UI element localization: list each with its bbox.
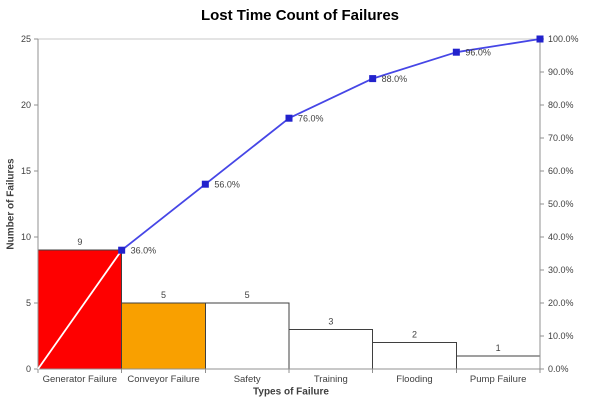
bar-flooding (372, 342, 457, 370)
right-axis-tick-label: 30.0% (548, 265, 574, 275)
bar-training (288, 328, 374, 370)
right-axis-tick-label: 50.0% (548, 199, 574, 209)
left-axis-tick-label: 15 (21, 166, 31, 176)
cumulative-line-first-segment (37, 249, 123, 370)
line-marker (118, 246, 126, 254)
category-label: Generator Failure (43, 374, 117, 385)
category-label: Pump Failure (470, 374, 527, 385)
line-marker (452, 48, 460, 56)
bar-value-label: 3 (328, 316, 333, 326)
right-axis-tick-label: 70.0% (548, 133, 574, 143)
left-axis-tick-label: 0 (26, 364, 31, 374)
category-label: Conveyor Failure (127, 374, 199, 385)
category-label: Training (314, 374, 348, 385)
left-axis-tick-label: 10 (21, 232, 31, 242)
left-axis-tick-label: 25 (21, 34, 31, 44)
bar-value-label: 9 (77, 237, 82, 247)
bar-conveyor-failure (121, 302, 206, 370)
right-axis-tick-label: 60.0% (548, 166, 574, 176)
right-axis-tick-label: 20.0% (548, 298, 574, 308)
right-axis-tick-label: 0.0% (548, 364, 569, 374)
right-axis-tick-label: 80.0% (548, 100, 574, 110)
chart-title: Lost Time Count of Failures (200, 7, 400, 24)
line-data-label: 76.0% (298, 114, 324, 124)
line-marker (369, 75, 377, 83)
bar-pump-failure (455, 355, 541, 370)
line-marker (201, 180, 209, 188)
line-marker (285, 114, 293, 122)
line-data-label: 56.0% (214, 180, 240, 190)
category-label: Safety (234, 374, 261, 385)
right-axis-tick-label: 10.0% (548, 331, 574, 341)
bar-value-label: 2 (412, 330, 417, 340)
right-axis-tick-label: 90.0% (548, 67, 574, 77)
right-axis-tick-label: 40.0% (548, 232, 574, 242)
line-data-label: 88.0% (382, 74, 408, 84)
cumulative-line (121, 38, 541, 251)
line-data-label: 96.0% (465, 48, 491, 58)
category-label: Flooding (396, 374, 432, 385)
bar-value-label: 1 (496, 343, 501, 353)
line-data-label: 36.0% (131, 246, 157, 256)
x-axis-title: Types of Failure (253, 386, 329, 398)
left-axis-tick-label: 20 (21, 100, 31, 110)
line-marker (536, 35, 544, 43)
right-axis-tick-label: 100.0% (548, 34, 579, 44)
bar-value-label: 5 (161, 290, 166, 300)
bar-value-label: 5 (245, 290, 250, 300)
bar-safety (204, 302, 290, 370)
left-axis-tick-label: 5 (26, 298, 31, 308)
